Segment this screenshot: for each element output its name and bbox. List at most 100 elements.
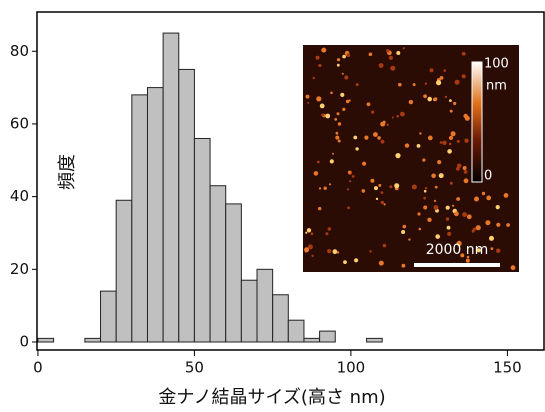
particle — [392, 117, 394, 119]
bar — [116, 200, 132, 342]
color-bar-unit: nm — [486, 79, 507, 94]
particle — [450, 110, 453, 113]
particle — [451, 131, 456, 136]
particle — [321, 114, 324, 117]
particle — [482, 192, 485, 195]
x-tick-label: 0 — [33, 359, 43, 377]
particle — [435, 186, 438, 189]
particle — [386, 49, 389, 52]
bar — [194, 138, 210, 342]
color-bar — [472, 62, 482, 182]
y-tick-label: 60 — [10, 114, 29, 132]
particle — [371, 111, 374, 114]
particle — [402, 264, 406, 268]
particle — [474, 197, 479, 202]
bar — [320, 331, 336, 342]
chart: 頻度 金ナノ結晶サイズ(高さ nm) 020406080050100150 10… — [0, 0, 545, 412]
particle — [447, 149, 452, 154]
bar — [273, 295, 289, 342]
particle — [506, 223, 510, 227]
particle — [337, 112, 340, 115]
particle — [455, 80, 460, 85]
particle — [381, 201, 384, 204]
particle — [374, 186, 378, 190]
y-axis-label: 頻度 — [57, 154, 78, 190]
particle — [367, 102, 371, 106]
particle — [403, 47, 405, 49]
particle — [440, 141, 443, 144]
particle — [354, 258, 358, 262]
particle — [412, 185, 417, 190]
particle — [428, 136, 433, 141]
particle — [466, 259, 470, 263]
particle — [370, 179, 374, 183]
particle — [446, 206, 450, 210]
particle — [313, 77, 315, 79]
particle — [356, 83, 359, 86]
particle — [403, 225, 407, 229]
particle — [485, 220, 490, 225]
x-tick-label: 100 — [337, 359, 366, 377]
particle — [453, 102, 456, 105]
particle — [440, 76, 444, 80]
particle — [450, 182, 453, 185]
particle — [389, 56, 393, 60]
particle — [338, 122, 341, 125]
particle — [347, 53, 351, 57]
particle — [334, 118, 337, 121]
particle — [384, 203, 386, 205]
particle — [395, 153, 400, 158]
particle — [496, 205, 500, 209]
particle — [373, 132, 378, 137]
particle — [311, 255, 313, 257]
particle — [419, 228, 422, 231]
particle — [434, 200, 436, 202]
bar — [163, 33, 179, 342]
particle — [422, 158, 425, 161]
particle — [316, 56, 320, 60]
particle — [464, 178, 469, 183]
particle — [464, 170, 468, 174]
particle — [332, 153, 334, 155]
x-tick-label: 150 — [493, 359, 522, 377]
particle — [347, 188, 349, 190]
particle — [379, 261, 384, 266]
particle — [476, 225, 481, 230]
particle — [364, 136, 368, 140]
particle — [318, 64, 321, 67]
particle — [400, 112, 405, 117]
x-axis-label: 金ナノ結晶サイズ(高さ nm) — [158, 387, 385, 408]
particle — [369, 53, 373, 57]
particle — [425, 187, 427, 189]
bar — [241, 280, 257, 342]
particle — [337, 58, 340, 61]
particle — [419, 132, 421, 134]
particle — [325, 114, 330, 119]
particle — [325, 232, 328, 235]
particle — [381, 191, 384, 194]
particle — [390, 66, 395, 71]
particle — [423, 94, 427, 98]
particle — [311, 232, 314, 235]
particle — [381, 140, 385, 144]
particle — [462, 74, 466, 78]
particle — [442, 141, 446, 145]
particle — [347, 206, 350, 209]
y-tick-label: 0 — [19, 333, 29, 351]
particle — [462, 212, 467, 217]
x-tick-label: 50 — [185, 359, 204, 377]
particle — [336, 132, 339, 135]
particle — [434, 205, 439, 210]
particle — [504, 193, 509, 198]
particle — [413, 83, 416, 86]
bar — [367, 338, 383, 342]
particle — [362, 189, 366, 193]
particle — [496, 249, 500, 253]
particle — [423, 197, 426, 200]
particle — [467, 214, 472, 219]
particle — [496, 223, 500, 227]
particle — [417, 212, 420, 215]
scale-bar-label: 2000 nm — [426, 242, 489, 258]
particle — [445, 96, 447, 98]
bar — [210, 186, 226, 342]
